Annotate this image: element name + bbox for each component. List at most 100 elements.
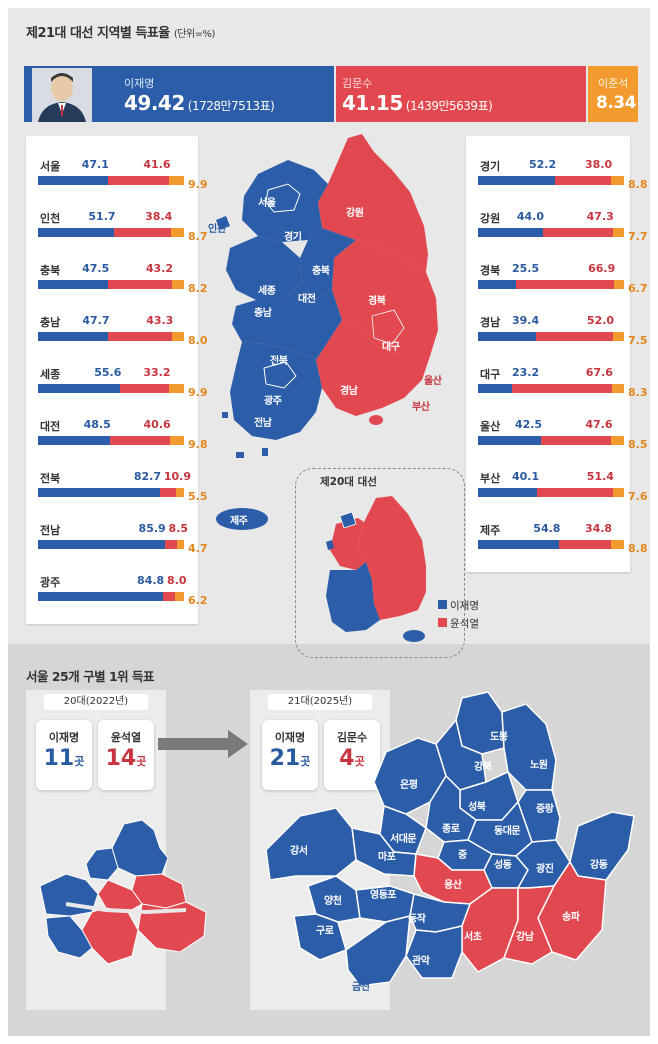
- bar-kim: [542, 228, 613, 237]
- region-bar: [478, 280, 624, 289]
- map-gangwon: [318, 134, 428, 272]
- value-lee: 54.8: [533, 522, 561, 535]
- map-jeju: [216, 508, 268, 530]
- right-region-row: 경남 39.4 52.0 7.5: [466, 314, 648, 366]
- value-lee: 47.7: [82, 314, 110, 327]
- value-kim: 66.9: [588, 262, 616, 275]
- region-name: 인천: [40, 212, 61, 225]
- label-ulsan: 울산: [424, 376, 442, 387]
- value-kim: 38.4: [145, 210, 173, 223]
- count-2022-lee-name: 이재명: [48, 731, 80, 744]
- legend-lee-label: 이재명: [450, 600, 479, 612]
- value-lee: 85.9: [138, 522, 166, 535]
- bar-lee: [38, 592, 164, 601]
- map-chungnam: [226, 236, 302, 300]
- map-gyeongnam: [316, 320, 430, 416]
- bar-lr: [611, 436, 624, 445]
- bar-lee: [38, 228, 115, 237]
- region-name: 충남: [40, 316, 61, 329]
- value-lr: 9.9: [188, 178, 208, 191]
- label-gyeongnam: 경남: [340, 386, 358, 397]
- label-jeonbuk: 전북: [270, 356, 288, 367]
- label-gyeongbuk: 경북: [368, 296, 386, 307]
- label-gangdong: 강동: [590, 860, 608, 871]
- label-jeonnam: 전남: [254, 418, 272, 429]
- label-seoul: 서울: [258, 198, 276, 209]
- label-gyeonggi: 경기: [284, 232, 302, 243]
- value-kim: 41.6: [143, 158, 171, 171]
- count-unit: 곳: [354, 755, 365, 768]
- region-name: 전북: [40, 472, 61, 485]
- bar-lr: [611, 384, 624, 393]
- region-name: 부산: [480, 472, 501, 485]
- count-unit: 곳: [300, 755, 311, 768]
- region-name: 경기: [480, 160, 501, 173]
- left-region-row: 전남 85.9 8.5 4.7: [26, 522, 208, 574]
- count-unit: 곳: [74, 755, 85, 768]
- kim-segment: 김문수 41.15 (1439만5639표): [336, 66, 586, 122]
- map-island-3: [262, 448, 268, 456]
- region-bar: [478, 176, 624, 185]
- bar-lr: [612, 332, 624, 341]
- label-jungnang: 중랑: [536, 804, 554, 815]
- value-kim: 33.2: [143, 366, 171, 379]
- count-2025-lee: 이재명 21곳: [262, 720, 318, 790]
- label-jeju: 제주: [230, 516, 248, 527]
- value-lee: 42.5: [514, 418, 543, 431]
- bar-lr: [614, 280, 624, 289]
- value-lee: 48.5: [83, 418, 111, 431]
- label-chungnam: 충남: [254, 308, 272, 319]
- region-name: 제주: [480, 524, 501, 537]
- value-lee: 84.8: [137, 574, 165, 587]
- right-region-row: 부산 40.1 51.4 7.6: [466, 470, 648, 522]
- region-name: 충북: [40, 264, 61, 277]
- value-lr: 8.8: [628, 178, 648, 191]
- label-jung: 중: [458, 850, 467, 861]
- value-kim: 10.9: [163, 470, 191, 483]
- seoul-section-title: 서울 25개 구별 1위 득표: [26, 669, 155, 684]
- region-bar: [478, 332, 624, 341]
- map-jeonbuk: [232, 280, 342, 360]
- label-gangwon: 강원: [346, 208, 364, 219]
- left-region-row: 충북 47.5 43.2 8.2: [26, 262, 208, 314]
- count-2025-kim-value: 4: [339, 746, 355, 771]
- left-region-row: 인천 51.7 38.4 8.7: [26, 210, 208, 262]
- label-gangnam: 강남: [516, 932, 534, 943]
- count-2025-kim: 김문수 4곳: [324, 720, 380, 790]
- value-lee: 82.7: [133, 470, 161, 483]
- count-2025-lee-value: 21: [269, 746, 301, 771]
- region-bar: [38, 540, 184, 549]
- bar-lr: [611, 176, 624, 185]
- district-dobong: [455, 691, 505, 755]
- legend-yoon-swatch: [438, 618, 447, 627]
- count-2025-lee-num: 21곳: [262, 746, 318, 771]
- region-name: 서울: [40, 160, 61, 173]
- value-lr: 7.6: [628, 490, 648, 503]
- count-2022-yoon-name: 윤석열: [110, 731, 142, 744]
- title-unit: (단위=%): [173, 29, 216, 40]
- region-name: 대전: [40, 420, 61, 433]
- region-bar: [478, 384, 624, 393]
- count-2022-yoon: 윤석열 14곳: [98, 720, 154, 790]
- count-2025-kim-num: 4곳: [324, 746, 380, 771]
- label-seongdong: 성동: [494, 860, 512, 871]
- region-name: 전남: [40, 524, 61, 537]
- bar-lee: [478, 176, 555, 185]
- value-lr: 8.8: [628, 542, 648, 555]
- infographic: 제21대 대선 지역별 득표율 (단위=%) 이재명 49.42 (1728만75…: [8, 8, 650, 1036]
- label-yeongdeungpo: 영등포: [370, 890, 397, 901]
- label-incheon: 인천: [208, 224, 226, 235]
- value-lee: 47.5: [82, 262, 110, 275]
- bar-kim: [108, 332, 173, 341]
- value-kim: 8.0: [167, 574, 187, 587]
- region-name: 경북: [480, 264, 501, 277]
- map-island-4: [245, 418, 255, 426]
- seoul-2025-tab: 21대(2025년): [268, 694, 372, 710]
- bar-lr: [612, 488, 624, 497]
- inset-title: 제20대 대선: [320, 476, 377, 488]
- bar-lr: [169, 384, 184, 393]
- region-bar: [38, 384, 184, 393]
- bar-kim: [163, 592, 175, 601]
- bar-lr: [172, 332, 184, 341]
- bar-lr: [169, 436, 184, 445]
